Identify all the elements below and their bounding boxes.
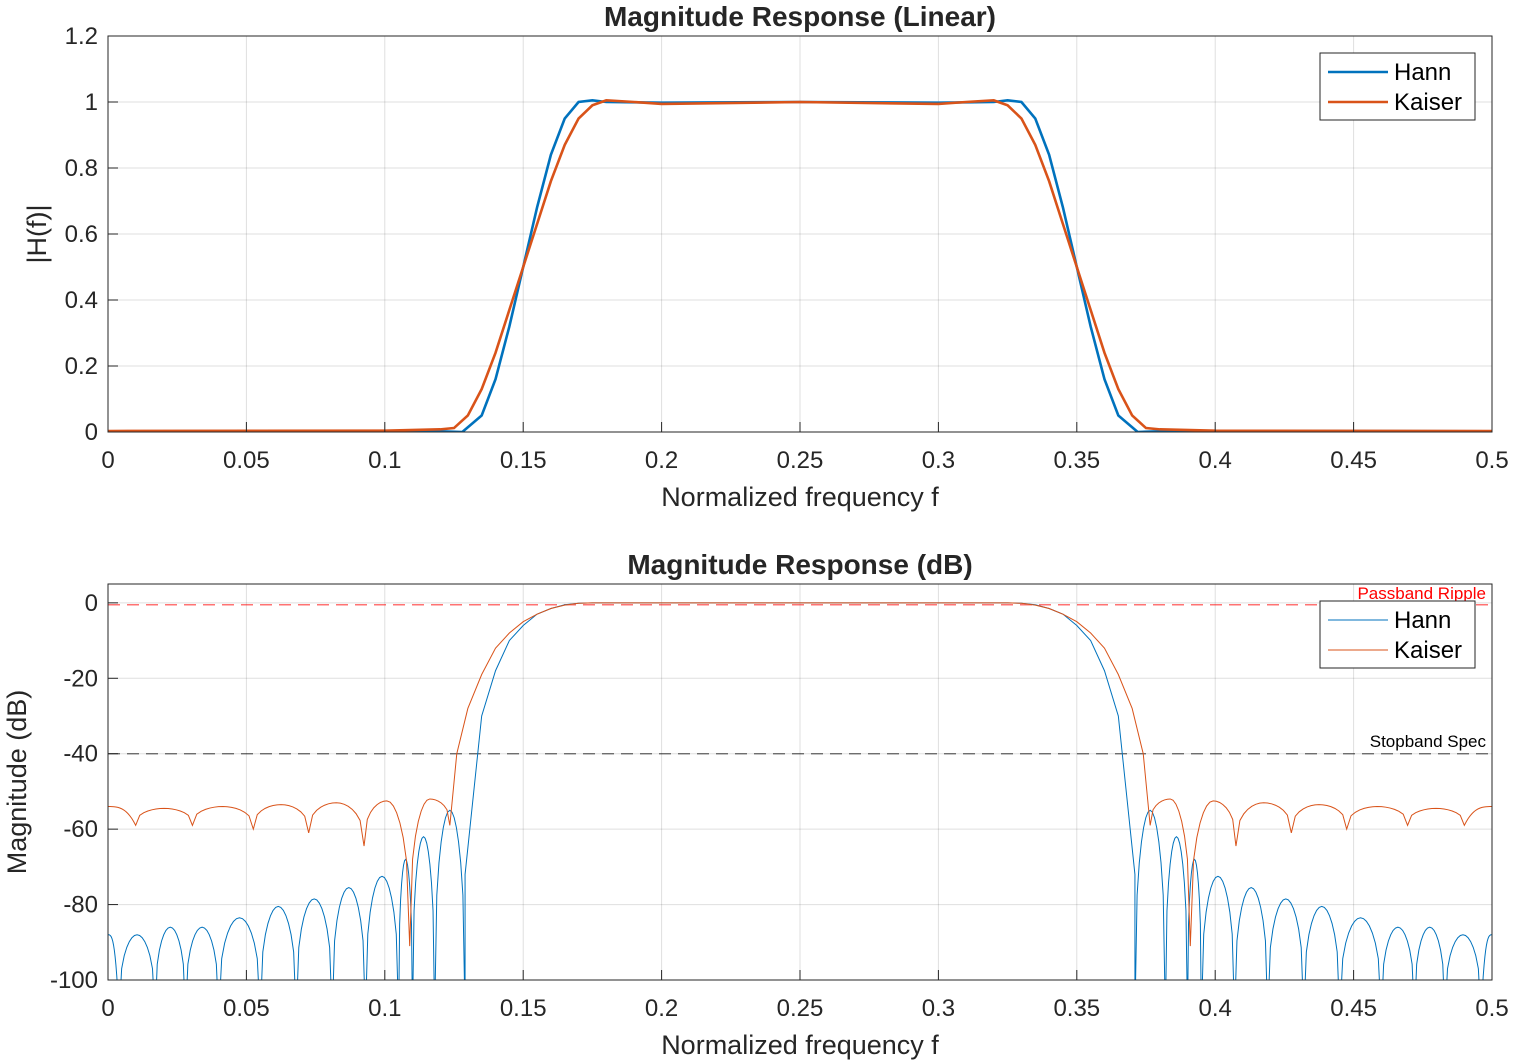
y-tick-label: -80 bbox=[63, 892, 98, 919]
y-tick-label: -40 bbox=[63, 741, 98, 768]
x-tick-label: 0.15 bbox=[500, 447, 547, 474]
x-tick-label: 0.05 bbox=[223, 995, 270, 1022]
stopband-spec-label: Stopband Spec bbox=[1370, 732, 1487, 751]
x-tick-label: 0.1 bbox=[368, 995, 401, 1022]
x-tick-label: 0 bbox=[101, 995, 114, 1022]
x-tick-label: 0.35 bbox=[1053, 995, 1100, 1022]
db-legend: Hann Kaiser bbox=[1319, 600, 1476, 669]
linear-series-kaiser bbox=[108, 99, 1492, 432]
db-x-ticks: 0 0.05 0.1 0.15 0.2 0.25 0.3 0.35 0.4 0.45 0.5 bbox=[101, 970, 1509, 1022]
y-tick-label: 0.2 bbox=[65, 353, 98, 380]
db-series-kaiser bbox=[108, 602, 1492, 947]
linear-x-ticks: 0 0.05 0.1 0.15 0.2 0.25 0.3 0.35 0.4 0.45 0.5 bbox=[101, 422, 1509, 474]
x-tick-label: 0.1 bbox=[368, 447, 401, 474]
db-xlabel: Normalized frequency f bbox=[661, 1030, 939, 1060]
x-tick-label: 0.3 bbox=[922, 995, 955, 1022]
x-tick-label: 0.35 bbox=[1053, 447, 1100, 474]
x-tick-label: 0.5 bbox=[1475, 995, 1508, 1022]
linear-chart: 0 0.05 0.1 0.15 0.2 0.25 0.3 0.35 0.4 0.45 0.5 0 0.… bbox=[22, 1, 1509, 512]
db-legend-box bbox=[1319, 600, 1476, 669]
linear-xlabel: Normalized frequency f bbox=[661, 482, 939, 512]
y-tick-label: -60 bbox=[63, 816, 98, 843]
y-tick-label: -20 bbox=[63, 665, 98, 692]
y-tick-label: 1.2 bbox=[65, 23, 98, 50]
x-tick-label: 0.2 bbox=[645, 995, 678, 1022]
linear-legend-label-kaiser: Kaiser bbox=[1394, 89, 1462, 116]
x-tick-label: 0.25 bbox=[777, 447, 824, 474]
x-tick-label: 0.25 bbox=[777, 995, 824, 1022]
linear-legend-box bbox=[1319, 52, 1476, 121]
x-tick-label: 0.4 bbox=[1199, 447, 1232, 474]
y-tick-label: 0 bbox=[85, 590, 98, 617]
x-tick-label: 0.45 bbox=[1330, 447, 1377, 474]
x-tick-label: 0.45 bbox=[1330, 995, 1377, 1022]
linear-legend-label-hann: Hann bbox=[1394, 59, 1451, 86]
db-ylabel: Magnitude (dB) bbox=[2, 690, 32, 875]
x-tick-label: 0.05 bbox=[223, 447, 270, 474]
x-tick-label: 0.15 bbox=[500, 995, 547, 1022]
y-tick-label: 1 bbox=[85, 89, 98, 116]
x-tick-label: 0.3 bbox=[922, 447, 955, 474]
y-tick-label: 0.4 bbox=[65, 287, 98, 314]
db-legend-label-hann: Hann bbox=[1394, 607, 1451, 634]
y-tick-label: -100 bbox=[50, 967, 98, 994]
x-tick-label: 0.2 bbox=[645, 447, 678, 474]
y-tick-label: 0 bbox=[85, 419, 98, 446]
passband-ripple-label: Passband Ripple bbox=[1357, 584, 1486, 603]
x-tick-label: 0 bbox=[101, 447, 114, 474]
db-chart: 0 0.05 0.1 0.15 0.2 0.25 0.3 0.35 0.4 0.45 0.5 -10… bbox=[2, 549, 1509, 1060]
linear-legend: Hann Kaiser bbox=[1319, 52, 1476, 121]
db-legend-label-kaiser: Kaiser bbox=[1394, 637, 1462, 664]
linear-y-ticks: 0 0.2 0.4 0.6 0.8 1 1.2 bbox=[65, 23, 118, 446]
db-title: Magnitude Response (dB) bbox=[627, 549, 972, 580]
db-y-ticks: -100 -80 -60 -40 -20 0 bbox=[50, 590, 118, 994]
y-tick-label: 0.8 bbox=[65, 155, 98, 182]
x-tick-label: 0.5 bbox=[1475, 447, 1508, 474]
linear-ylabel: |H(f)| bbox=[22, 204, 52, 263]
x-tick-label: 0.4 bbox=[1199, 995, 1232, 1022]
linear-title: Magnitude Response (Linear) bbox=[604, 1, 996, 32]
y-tick-label: 0.6 bbox=[65, 221, 98, 248]
db-plot-area bbox=[108, 584, 1492, 980]
